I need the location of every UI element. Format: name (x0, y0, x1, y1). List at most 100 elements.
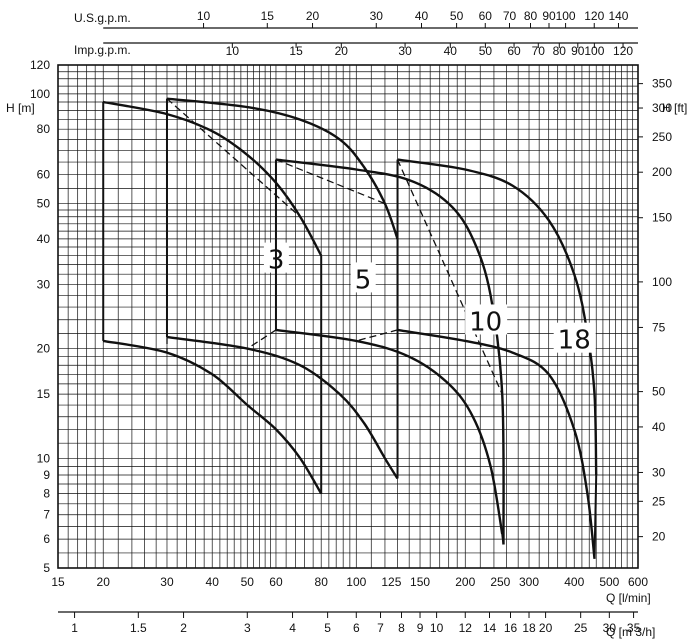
x-tick-label-m3h: 9 (417, 621, 424, 635)
y-tick-label-m: 7 (43, 508, 50, 522)
x-tick-label-usgpm: 80 (524, 9, 538, 23)
y-tick-label-m: 120 (30, 58, 50, 72)
x-tick-label-impgpm: 70 (532, 44, 546, 58)
x-tick-label-lmin: 50 (241, 575, 255, 589)
x-tick-label-usgpm: 90 (542, 9, 556, 23)
series-10-label: 10 (469, 307, 502, 337)
x-tick-label-lmin: 80 (315, 575, 329, 589)
y-tick-label-m: 9 (43, 468, 50, 482)
x-tick-label-lmin: 40 (206, 575, 220, 589)
x-tick-label-m3h: 3 (244, 621, 251, 635)
x-tick-label-usgpm: 15 (261, 9, 275, 23)
x-tick-label-impgpm: 100 (584, 44, 604, 58)
x-tick-label-m3h: 1 (71, 621, 78, 635)
y-tick-label-ft: 300 (652, 101, 672, 115)
x-tick-label-m3h: 10 (430, 621, 444, 635)
series-18-curve-min (397, 328, 596, 559)
x-tick-label-impgpm: 60 (507, 44, 521, 58)
x-tick-label-m3h: 8 (398, 621, 405, 635)
x-tick-label-m3h: 20 (539, 621, 553, 635)
x-tick-label-usgpm: 70 (503, 9, 517, 23)
y-tick-label-m: 20 (37, 342, 51, 356)
x-axis-title-lmin: Q [l/min] (606, 591, 651, 605)
series-3-curve-min (102, 339, 323, 495)
series-18-label-bg (553, 322, 596, 353)
plot-frame (57, 64, 639, 569)
y-tick-label-m: 50 (37, 197, 51, 211)
series-5-label-bg (350, 262, 376, 293)
x-axis-title-usgpm: U.S.g.p.m. (74, 11, 131, 25)
y-tick-label-m: 60 (37, 168, 51, 182)
x-tick-label-lmin: 500 (599, 575, 619, 589)
x-tick-label-impgpm: 30 (398, 44, 412, 58)
y-axis-right-title-h: H [ft] (662, 101, 687, 115)
tick-labels: 5678910152030405060801001202025304050751… (30, 9, 672, 635)
x-tick-label-m3h: 12 (459, 621, 473, 635)
y-tick-label-m: 8 (43, 487, 50, 501)
series-5-label: 5 (355, 265, 372, 295)
series-5-guide-upper (275, 158, 386, 205)
y-tick-label-m: 100 (30, 87, 50, 101)
y-tick-label-ft: 30 (652, 465, 666, 479)
y-tick-label-ft: 350 (652, 77, 672, 91)
series-10-curve-min (275, 328, 504, 535)
series-18-curve-max (397, 158, 598, 476)
x-tick-label-impgpm: 50 (479, 44, 493, 58)
x-tick-label-impgpm: 90 (571, 44, 585, 58)
x-tick-label-m3h: 14 (483, 621, 497, 635)
series-5-curve-min (166, 335, 399, 480)
y-tick-label-ft: 200 (652, 165, 672, 179)
x-tick-label-usgpm: 30 (370, 9, 384, 23)
series-18-max-flow-line (593, 474, 598, 559)
x-tick-label-impgpm: 15 (289, 44, 303, 58)
x-tick-label-usgpm: 10 (197, 9, 211, 23)
x-tick-label-lmin: 100 (346, 575, 366, 589)
series-5-curve-max (166, 97, 399, 240)
x-tick-label-m3h: 35 (627, 621, 641, 635)
x-tick-label-usgpm: 60 (479, 9, 493, 23)
x-tick-label-m3h: 25 (574, 621, 588, 635)
x-tick-label-lmin: 200 (455, 575, 475, 589)
y-tick-label-m: 10 (37, 451, 51, 465)
y-tick-label-m: 6 (43, 532, 50, 546)
x-tick-label-usgpm: 20 (306, 9, 320, 23)
y-tick-label-ft: 150 (652, 211, 672, 225)
series-10-label-bg (465, 304, 508, 335)
series-5-guide-lower (246, 329, 277, 350)
x-tick-label-m3h: 4 (289, 621, 296, 635)
x-tick-label-lmin: 150 (410, 575, 430, 589)
x-tick-label-impgpm: 80 (553, 44, 567, 58)
y-tick-label-ft: 250 (652, 130, 672, 144)
y-tick-label-ft: 75 (652, 320, 666, 334)
x-tick-label-usgpm: 40 (415, 9, 429, 23)
x-tick-label-m3h: 18 (522, 621, 536, 635)
series-18-label: 18 (558, 326, 591, 356)
y-tick-label-m: 40 (37, 232, 51, 246)
x-tick-label-impgpm: 120 (613, 44, 633, 58)
x-tick-label-m3h: 2 (180, 621, 187, 635)
x-axis-title-m3h: Q [m 3/h] (606, 625, 655, 639)
x-tick-label-lmin: 30 (160, 575, 174, 589)
x-tick-label-lmin: 15 (51, 575, 65, 589)
series-10-max-flow-line (501, 533, 505, 545)
x-tick-label-impgpm: 40 (444, 44, 458, 58)
x-tick-label-lmin: 600 (628, 575, 648, 589)
y-tick-label-ft: 40 (652, 420, 666, 434)
y-tick-label-ft: 50 (652, 385, 666, 399)
y-tick-label-m: 15 (37, 387, 51, 401)
curves: 351018 (102, 97, 598, 559)
series-10-guide-lower (356, 329, 398, 342)
x-tick-label-usgpm: 140 (608, 9, 628, 23)
y-tick-label-m: 80 (37, 122, 51, 136)
x-tick-label-m3h: 7 (377, 621, 384, 635)
x-tick-label-m3h: 6 (353, 621, 360, 635)
x-tick-label-usgpm: 50 (450, 9, 464, 23)
x-tick-label-lmin: 250 (490, 575, 510, 589)
x-tick-label-m3h: 1.5 (130, 621, 147, 635)
y-tick-label-m: 5 (43, 561, 50, 575)
x-tick-label-m3h: 16 (504, 621, 518, 635)
x-tick-label-m3h: 30 (603, 621, 617, 635)
x-tick-label-m3h: 5 (324, 621, 331, 635)
x-tick-label-usgpm: 100 (556, 9, 576, 23)
